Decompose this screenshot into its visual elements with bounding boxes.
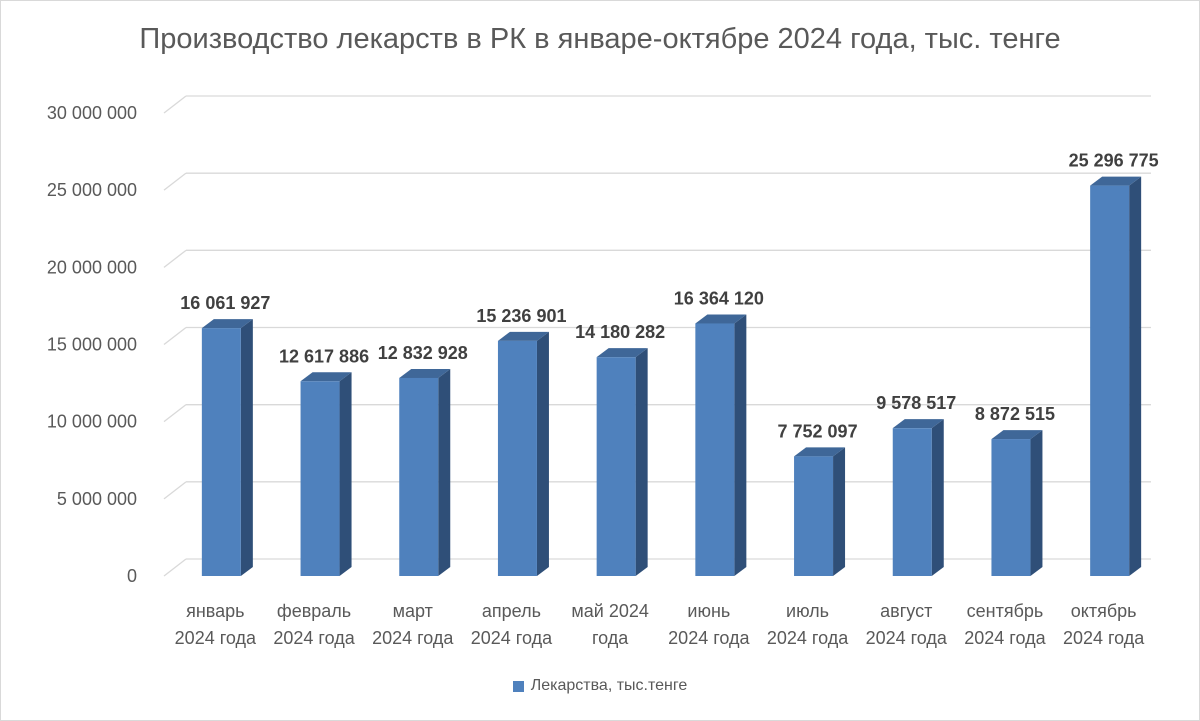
bar-side bbox=[1030, 430, 1043, 576]
bar-top bbox=[991, 430, 1043, 440]
bar bbox=[497, 340, 537, 576]
gridline-depth bbox=[163, 558, 187, 577]
x-tick-label: 2024 года bbox=[273, 628, 355, 648]
y-tick-label: 25 000 000 bbox=[47, 180, 137, 200]
x-tick-label: 2024 года bbox=[767, 628, 849, 648]
bar bbox=[596, 357, 636, 576]
bar-top bbox=[497, 331, 549, 341]
y-tick-label: 15 000 000 bbox=[47, 335, 137, 355]
bar-top bbox=[892, 419, 944, 429]
data-label: 12 617 886 bbox=[279, 346, 369, 366]
x-tick-label: июль bbox=[786, 601, 829, 621]
legend: Лекарства, тыс.тенге bbox=[1, 677, 1199, 695]
x-tick-label: июнь bbox=[687, 601, 730, 621]
bar bbox=[892, 428, 932, 576]
x-tick-label: март bbox=[393, 601, 433, 621]
bar-top bbox=[300, 372, 352, 382]
gridline-depth bbox=[163, 481, 187, 500]
bar-side bbox=[931, 419, 944, 576]
gridline-depth bbox=[163, 95, 187, 114]
x-tick-label: 2024 года bbox=[668, 628, 750, 648]
x-tick-label: август bbox=[880, 601, 932, 621]
x-tick-label: январь bbox=[186, 601, 244, 621]
x-tick-label: 2024 года bbox=[866, 628, 948, 648]
x-tick-label: года bbox=[592, 628, 629, 648]
bar bbox=[300, 381, 340, 576]
data-label: 8 872 515 bbox=[975, 404, 1055, 424]
y-tick-label: 10 000 000 bbox=[47, 412, 137, 432]
gridline-depth bbox=[163, 249, 187, 268]
x-tick-label: 2024 года bbox=[175, 628, 257, 648]
data-label: 16 061 927 bbox=[180, 293, 270, 313]
bar bbox=[399, 377, 439, 576]
bar-top bbox=[399, 368, 451, 378]
legend-label: Лекарства, тыс.тенге bbox=[530, 677, 688, 694]
x-tick-label: 2024 года bbox=[372, 628, 454, 648]
bar-side bbox=[438, 368, 451, 576]
x-tick-label: май 2024 bbox=[571, 601, 648, 621]
x-tick-label: 2024 года bbox=[471, 628, 553, 648]
data-label: 25 296 775 bbox=[1069, 151, 1159, 171]
bar-side bbox=[1129, 176, 1142, 577]
data-label: 16 364 120 bbox=[674, 288, 764, 308]
bar-top bbox=[794, 447, 846, 457]
y-tick-label: 0 bbox=[127, 566, 137, 586]
gridline-depth bbox=[163, 172, 187, 191]
bar bbox=[991, 439, 1031, 576]
gridline-depth bbox=[163, 326, 187, 346]
legend-swatch bbox=[512, 680, 524, 692]
data-label: 14 180 282 bbox=[575, 322, 665, 342]
bar-top bbox=[596, 348, 648, 358]
bar-side bbox=[240, 319, 253, 576]
data-label: 12 832 928 bbox=[378, 343, 468, 363]
bar-side bbox=[833, 447, 846, 576]
bar bbox=[201, 328, 241, 576]
y-tick-label: 20 000 000 bbox=[47, 257, 137, 277]
x-tick-label: октябрь bbox=[1071, 601, 1137, 621]
bar bbox=[794, 456, 834, 576]
bar-side bbox=[635, 348, 648, 576]
bar bbox=[1090, 185, 1130, 577]
x-tick-label: 2024 года bbox=[1063, 628, 1145, 648]
bar-top bbox=[201, 319, 253, 329]
x-tick-label: 2024 года bbox=[964, 628, 1046, 648]
x-tick-label: февраль bbox=[277, 601, 351, 621]
bar-top bbox=[1090, 176, 1142, 186]
x-tick-label: апрель bbox=[482, 601, 541, 621]
data-label: 9 578 517 bbox=[876, 393, 956, 413]
y-tick-label: 30 000 000 bbox=[47, 103, 137, 123]
bar-side bbox=[536, 331, 549, 576]
data-label: 15 236 901 bbox=[476, 306, 566, 326]
chart-title: Производство лекарств в РК в январе-октя… bbox=[139, 23, 1061, 55]
gridline-depth bbox=[163, 404, 187, 423]
x-tick-label: сентябрь bbox=[967, 601, 1044, 621]
bar-side bbox=[339, 372, 352, 576]
bar-side bbox=[734, 314, 747, 576]
bar-top bbox=[695, 314, 747, 324]
bar bbox=[695, 323, 735, 576]
y-tick-label: 5 000 000 bbox=[57, 489, 137, 509]
data-label: 7 752 097 bbox=[778, 421, 858, 441]
